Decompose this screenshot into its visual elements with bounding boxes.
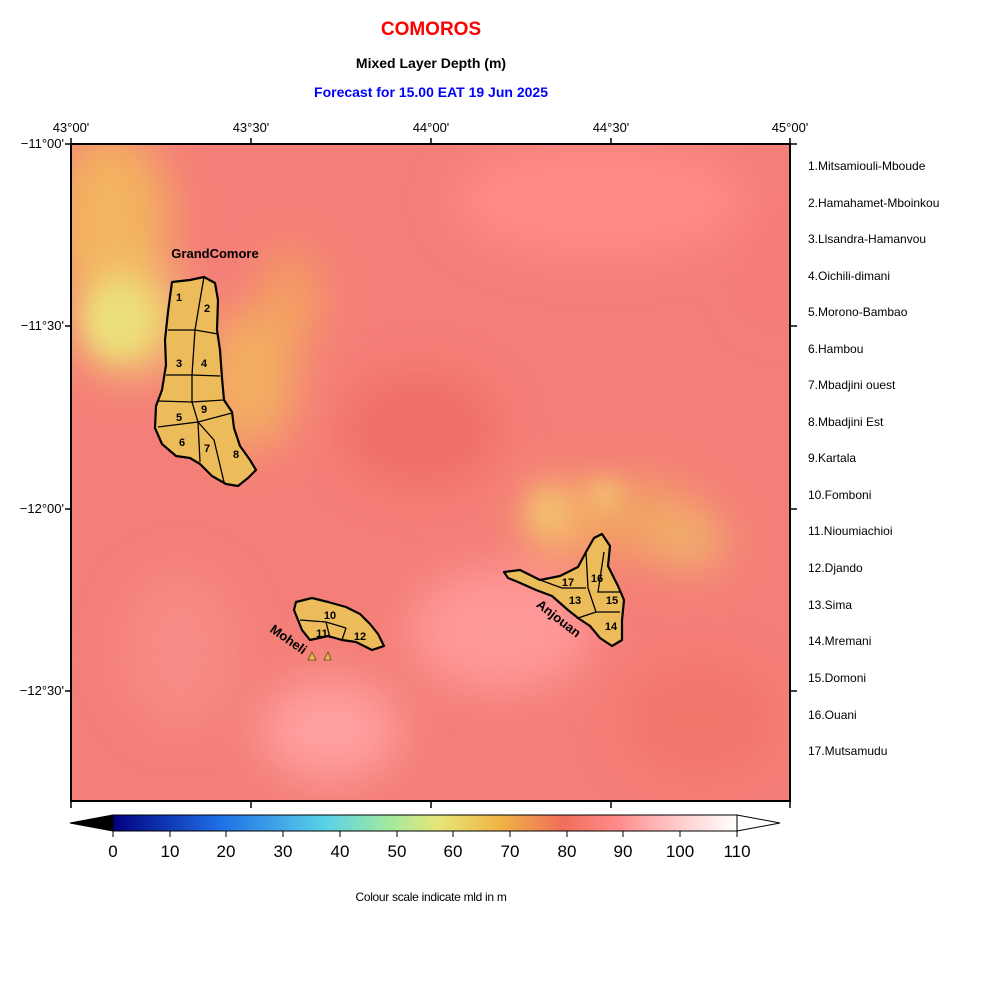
colorbar-tick: 10 — [160, 842, 180, 861]
lon-label: 43°30' — [232, 120, 270, 135]
legend-region-1: 1.Mitsamiouli-Mboude — [808, 159, 926, 173]
colorbar-tick: 0 — [108, 842, 118, 861]
legend-region-4: 4.Oichili-dimani — [808, 269, 891, 283]
legend-region-14: 14.Mremani — [808, 634, 872, 648]
legend-region-7: 7.Mbadjini ouest — [808, 378, 896, 392]
region-number-14: 14 — [605, 621, 618, 633]
lat-label: −11°00' — [20, 136, 64, 151]
legend-region-11: 11.Nioumiachioi — [808, 524, 893, 538]
colorbar-gradient — [112, 814, 738, 832]
colorbar-tick: 70 — [500, 842, 520, 861]
legend-region-12: 12.Djando — [808, 561, 863, 575]
lon-label: 44°30' — [592, 120, 630, 135]
colorbar-tick: 20 — [216, 842, 236, 861]
region-number-10: 10 — [324, 610, 336, 622]
colorbar-tick: 50 — [387, 842, 407, 861]
legend-region-6: 6.Hambou — [808, 342, 864, 356]
mld-field — [71, 144, 790, 801]
colorbar-tick: 40 — [330, 842, 350, 861]
region-number-12: 12 — [354, 631, 366, 643]
legend-region-8: 8.Mbadjini Est — [808, 415, 884, 429]
axis-ticks — [65, 138, 797, 808]
region-number-1: 1 — [176, 292, 182, 304]
legend-region-9: 9.Kartala — [808, 451, 857, 465]
moheli-island — [292, 596, 386, 661]
region-number-9: 9 — [201, 404, 207, 416]
region-number-5: 5 — [176, 412, 182, 424]
region-number-15: 15 — [606, 595, 618, 607]
legend-region-2: 2.Hamahamet-Mboinkou — [808, 196, 940, 210]
legend-region-17: 17.Mutsamudu — [808, 744, 888, 758]
lat-label: −11°30' — [20, 318, 64, 333]
colorbar-max-triangle — [736, 814, 781, 832]
colorbar-tick: 100 — [665, 842, 695, 861]
lon-label: 43°00' — [52, 120, 90, 135]
colorbar — [69, 814, 781, 837]
region-number-8: 8 — [233, 449, 239, 461]
region-number-13: 13 — [569, 595, 581, 607]
map-title: COMOROS — [380, 19, 482, 40]
region-number-6: 6 — [179, 437, 185, 449]
lon-label: 44°00' — [412, 120, 450, 135]
colorbar-tick: 60 — [443, 842, 463, 861]
colorbar-tick: 110 — [723, 842, 751, 861]
legend-region-15: 15.Domoni — [808, 671, 867, 685]
lat-label: −12°30' — [19, 683, 64, 698]
forecast-time: Forecast for 15.00 EAT 19 Jun 2025 — [314, 84, 548, 100]
legend-region-5: 5.Morono-Bambao — [808, 305, 908, 319]
variable-subtitle: Mixed Layer Depth (m) — [355, 55, 507, 71]
region-number-16: 16 — [591, 573, 603, 585]
colorbar-caption: Colour scale indicate mld in m — [355, 890, 507, 904]
region-number-7: 7 — [204, 443, 210, 455]
colorbar-min-triangle — [69, 814, 114, 832]
lon-label: 45°00' — [771, 120, 809, 135]
label-grand-comore: GrandComore — [171, 246, 258, 261]
legend-region-3: 3.Llsandra-Hamanvou — [808, 232, 927, 246]
anjouan-island — [502, 532, 626, 648]
colorbar-tick: 80 — [557, 842, 577, 861]
legend-region-13: 13.Sima — [808, 598, 853, 612]
region-number-11: 11 — [316, 628, 328, 640]
region-number-2: 2 — [204, 303, 210, 315]
grand-comore-island — [153, 275, 258, 488]
colorbar-tick: 90 — [613, 842, 633, 861]
region-number-3: 3 — [176, 358, 182, 370]
legend-region-10: 10.Fomboni — [808, 488, 872, 502]
region-number-17: 17 — [562, 577, 574, 589]
legend-region-16: 16.Ouani — [808, 708, 857, 722]
region-numbers: 1 2 3 4 5 9 6 7 8 10 11 12 17 16 13 15 1… — [176, 292, 618, 643]
colorbar-tick: 30 — [273, 842, 293, 861]
lat-label: −12°00' — [19, 501, 64, 516]
region-number-4: 4 — [201, 358, 208, 370]
